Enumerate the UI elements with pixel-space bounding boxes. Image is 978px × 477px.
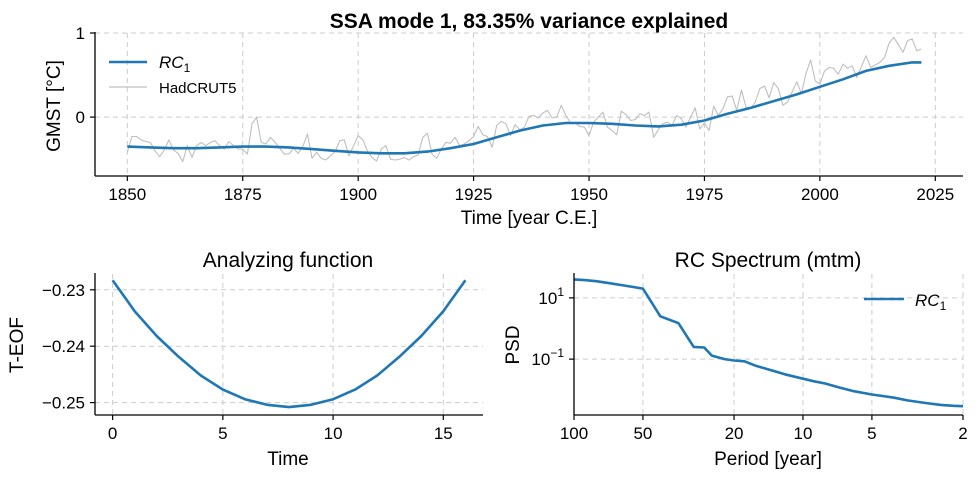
psd-ticks: 100 50 20 10 5 2 10−1 101	[531, 285, 967, 443]
gmst-axes	[94, 32, 963, 177]
eof-grid	[95, 274, 483, 415]
spectrum-panel: 100 50 20 10 5 2 10−1 101 RC Spectrum (mtm) Per…	[503, 249, 968, 470]
eof-x-axis-label: Time	[267, 449, 309, 470]
rc-line	[573, 278, 964, 408]
rc-line	[127, 61, 922, 155]
x-tick-label: 1900	[339, 185, 377, 204]
x-tick-label: 1950	[570, 185, 608, 204]
gmst-panel: 1850 1875 1900 1925 1950 1975 2000 2025 0 1 SSA m…	[44, 10, 963, 229]
analyzing-panel: 0 5 10 15 −0.23 −0.24 −0.25 Analyzing function…	[7, 249, 483, 470]
gmst-series	[126, 36, 922, 163]
eof-y-axis-label: T-EOF	[7, 317, 28, 373]
y-tick-label: −0.25	[42, 394, 85, 413]
gmst-x-axis-label: Time [year C.E.]	[461, 208, 598, 229]
psd-series	[573, 278, 964, 408]
x-tick-label: 1850	[108, 185, 146, 204]
y-tick-label: 101	[538, 285, 564, 308]
y-tick-label: 10−1	[531, 346, 564, 369]
psd-legend-rc-label: RC1	[915, 291, 947, 313]
x-tick-label: 2000	[801, 185, 839, 204]
eof-series	[111, 279, 467, 409]
gmst-ticks: 1850 1875 1900 1925 1950 1975 2000 2025 0 1	[76, 24, 955, 204]
x-tick-label: 1925	[455, 185, 493, 204]
x-tick-label: 5	[218, 424, 227, 443]
psd-grid	[573, 274, 964, 415]
y-tick-label: 1	[76, 24, 85, 43]
eof-line	[111, 279, 467, 409]
x-tick-label: 10	[794, 424, 813, 443]
x-tick-label: 100	[560, 424, 588, 443]
x-tick-label: 2025	[916, 185, 954, 204]
eof-axes	[94, 273, 483, 416]
x-tick-label: 2	[958, 424, 967, 443]
psd-axes	[573, 273, 963, 416]
hadcrut-line	[126, 36, 922, 163]
psd-title: RC Spectrum (mtm)	[675, 249, 862, 272]
eof-title: Analyzing function	[203, 249, 373, 272]
y-tick-label: −0.23	[42, 281, 85, 300]
legend-rc-label: RC1	[159, 53, 191, 75]
psd-y-axis-label: PSD	[503, 325, 524, 364]
x-tick-label: 1875	[224, 185, 262, 204]
gmst-y-axis-label: GMST [°C]	[44, 60, 65, 152]
psd-x-axis-label: Period [year]	[714, 449, 822, 470]
y-tick-label: −0.24	[42, 337, 85, 356]
gmst-legend: RC1 HadCRUT5	[109, 53, 237, 97]
eof-ticks: 0 5 10 15 −0.23 −0.24 −0.25	[42, 281, 453, 443]
x-tick-label: 1975	[686, 185, 724, 204]
legend-hadcrut-label: HadCRUT5	[159, 80, 237, 97]
gmst-grid	[95, 32, 963, 176]
psd-legend: RC1	[864, 291, 947, 313]
x-tick-label: 5	[867, 424, 876, 443]
gmst-title: SSA mode 1, 83.35% variance explained	[330, 10, 728, 33]
x-tick-label: 20	[725, 424, 744, 443]
x-tick-label: 50	[633, 424, 652, 443]
x-tick-label: 15	[434, 424, 453, 443]
x-tick-label: 10	[324, 424, 343, 443]
y-tick-label: 0	[76, 108, 85, 127]
x-tick-label: 0	[108, 424, 117, 443]
